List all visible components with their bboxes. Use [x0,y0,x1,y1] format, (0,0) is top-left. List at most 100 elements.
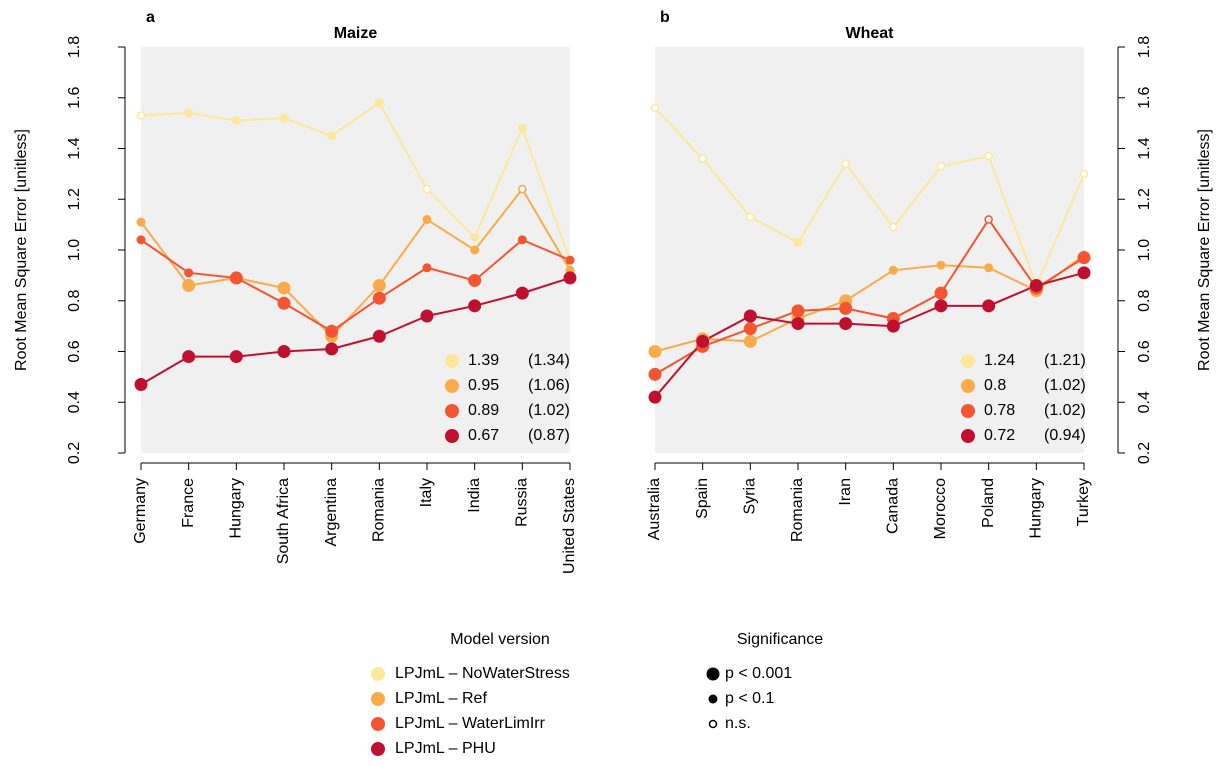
y-tick-label: 0.4 [66,391,83,413]
summary-ref: (0.87) [528,427,570,444]
series-line [654,217,1085,376]
y-tick-label: 1.4 [66,137,83,159]
y-tick-label: 1.8 [66,36,83,58]
series-line [140,238,571,333]
data-point [277,281,291,295]
x-tick-label: South Africa [275,478,292,564]
data-point [1029,279,1043,293]
data-point [517,235,527,245]
y-tick-label: 1.8 [1136,36,1153,58]
data-point [791,317,805,331]
y-tick-label: 0.8 [66,290,83,312]
data-point [518,184,527,194]
data-point [650,103,660,113]
series-line [140,101,571,261]
y-tick-label: 0.6 [1136,340,1153,362]
summary-swatch [445,379,459,393]
summary-value: 0.78 [984,402,1015,419]
data-point [374,98,384,108]
plot-background [141,47,570,453]
data-point [325,342,339,356]
data-point [182,279,196,293]
summary-swatch [445,429,459,443]
x-tick-label: Poland [980,478,997,528]
legend-swatch [371,717,385,731]
data-point [936,260,946,270]
x-tick-label: Syria [742,478,759,515]
data-point [934,299,948,313]
data-point [517,123,527,133]
x-tick-label: Turkey [1075,478,1092,526]
data-point [182,350,196,364]
x-tick-label: Romania [789,478,806,542]
x-tick-label: Hungary [228,478,245,538]
data-point [184,108,194,118]
summary-swatch [445,404,459,418]
summary-ref: (1.02) [1044,402,1086,419]
x-tick-label: Iran [837,478,854,506]
summary-ref: (0.94) [1044,427,1086,444]
x-tick-label: United States [561,478,578,574]
y-axis-label: Root Mean Square Error [unitless] [13,129,30,371]
summary-swatch [961,379,975,393]
legend-label: LPJmL – PHU [395,740,496,757]
significance-title: Significance [737,631,823,648]
data-point [839,301,853,315]
x-tick-label: Hungary [1028,478,1045,538]
data-point [984,151,993,161]
data-point [648,390,662,404]
data-point [984,215,993,224]
data-point [565,255,575,265]
data-point [422,263,432,273]
legend-swatch [371,742,385,756]
data-point [468,273,482,287]
x-tick-label: Argentina [323,478,340,547]
legend-label: LPJmL – Ref [395,690,487,707]
data-point [420,309,434,323]
data-point [839,317,853,331]
y-tick-label: 0.2 [66,442,83,464]
data-point [279,113,289,123]
data-point [743,309,757,323]
data-point [888,265,898,275]
significance-label: p < 0.001 [725,665,792,682]
summary-value: 0.72 [984,427,1015,444]
x-tick-label: Australia [646,478,663,540]
data-point [184,268,194,278]
data-point [648,367,662,381]
data-point [372,279,386,293]
x-tick-label: India [466,478,483,513]
data-point [1079,169,1089,179]
y-tick-label: 0.2 [1136,442,1153,464]
y-tick-label: 0.4 [1136,391,1153,413]
data-point [982,299,996,313]
panel-letter: a [146,9,155,26]
series-line [654,107,1085,289]
y-tick-label: 1.6 [66,87,83,109]
data-point [136,217,146,227]
data-point [841,159,850,168]
series-line [140,187,571,338]
panel-title: Maize [334,25,378,42]
data-point [422,215,432,225]
legend-swatch [371,667,385,681]
x-tick-label: Germany [132,478,149,544]
summary-value: 1.24 [984,352,1015,369]
summary-swatch [961,429,975,443]
data-point [277,345,291,358]
summary-ref: (1.34) [528,352,570,369]
legend-title: Model version [450,631,550,648]
x-tick-label: Spain [694,478,711,519]
data-point [229,271,243,285]
data-point [372,329,386,343]
data-point [325,324,339,338]
series-line [654,254,1085,353]
x-tick-label: Italy [418,478,435,507]
series-line [654,271,1085,398]
data-point [793,237,803,247]
data-point [277,296,291,310]
summary-value: 0.8 [984,377,1006,394]
significance-marker [708,719,718,729]
data-point [470,232,480,242]
data-point [563,271,577,285]
